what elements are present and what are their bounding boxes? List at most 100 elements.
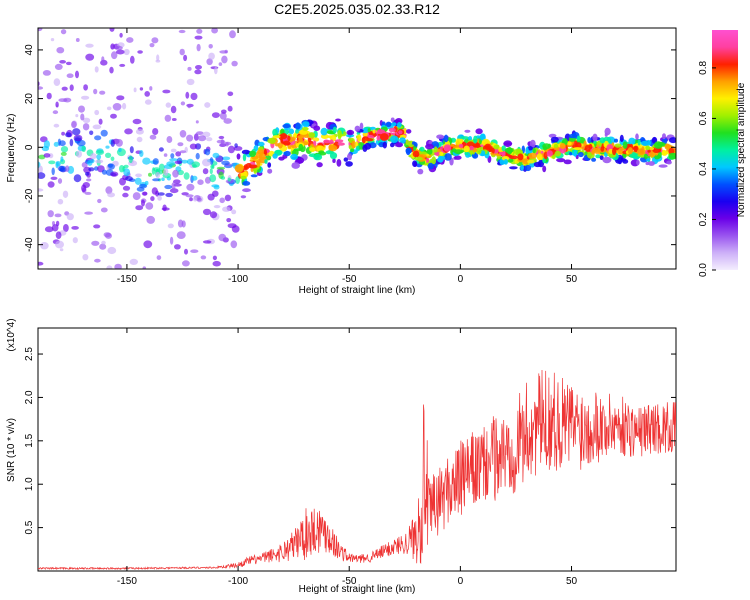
heatmap-blob [390,135,399,143]
heatmap-blob [627,147,633,155]
heatmap-blob [593,140,597,144]
heatmap-blob [664,143,671,150]
heatmap-blob [213,205,221,209]
heatmap-blob [327,135,333,139]
heatmap-blob [214,66,218,75]
heatmap-blob [194,69,202,75]
heatmap-blob [569,152,573,156]
heatmap-blob [209,168,213,175]
heatmap-blob [578,151,584,158]
heatmap-blob [75,38,80,42]
heatmap-blob [186,134,194,142]
heatmap-blob [208,44,213,49]
heatmap-blob [395,142,404,148]
spectrogram-x-tick-label: -100 [228,274,248,285]
heatmap-blob [475,142,481,149]
heatmap-blob [122,192,129,198]
colorbar-tick-label: 0.6 [698,111,709,125]
heatmap-blob [170,153,175,159]
heatmap-blob [412,141,416,145]
heatmap-blob [40,242,49,250]
heatmap-blob [101,169,107,175]
heatmap-blob [54,63,63,70]
heatmap-blob [443,134,449,143]
heatmap-blob [202,240,212,244]
heatmap-blob [385,121,392,128]
heatmap-blob [405,139,409,146]
heatmap-blob [517,153,524,161]
heatmap-blob [56,47,65,54]
heatmap-blob [458,138,464,143]
heatmap-blob [242,153,247,162]
heatmap-blob [151,37,159,44]
snr-y-tick-label: 2.5 [24,347,35,361]
heatmap-blob [42,70,52,76]
heatmap-blob [287,135,291,142]
heatmap-blob [85,172,90,176]
heatmap-blob [391,122,397,126]
heatmap-blob [221,160,230,166]
heatmap-blob [155,171,161,179]
spectrogram-y-tick-label: 0 [24,144,35,150]
heatmap-blob [222,206,231,212]
heatmap-blob [475,128,483,135]
heatmap-blob [414,156,423,161]
heatmap-blob [258,141,265,147]
heatmap-blob [396,122,402,128]
heatmap-blob [98,118,103,125]
heatmap-blob [230,240,238,249]
heatmap-blob [528,152,537,159]
heatmap-blob [550,136,559,143]
heatmap-blob [249,150,256,157]
heatmap-blob [584,144,591,152]
heatmap-blob [97,198,102,204]
heatmap-blob [399,137,406,144]
heatmap-blob [57,178,63,184]
heatmap-blob [591,157,597,162]
heatmap-blob [112,103,122,111]
heatmap-blob [47,181,55,188]
heatmap-blob [212,190,219,197]
heatmap-blob [44,226,54,233]
heatmap-blob [282,123,291,129]
heatmap-blob [162,89,171,94]
heatmap-blob [152,178,161,182]
heatmap-blob [110,156,115,162]
heatmap-blob [227,145,235,154]
heatmap-blob [662,133,666,140]
heatmap-blob [141,199,145,207]
heatmap-blob [418,151,428,156]
heatmap-blob [195,120,199,124]
heatmap-blob [52,110,59,115]
colorbar-ticks: 0.0 0.2 0.4 0.6 0.8 [698,61,716,277]
heatmap-blob [101,240,106,245]
heatmap-blob [149,43,155,48]
heatmap-blob [599,137,606,144]
heatmap-blob [167,223,174,229]
heatmap-blob [202,158,211,167]
heatmap-blob [413,146,416,151]
heatmap-blob [250,174,258,178]
heatmap-blob [362,136,366,144]
heatmap-blob [290,153,298,160]
heatmap-blob [427,162,434,170]
spectrogram-panel: -150 -100 -50 0 50 -40 -20 0 20 40 Height of str… [6,27,677,296]
heatmap-blob [114,263,122,269]
heatmap-blob [417,168,424,175]
heatmap-blob [66,73,74,78]
heatmap-blob [156,54,160,61]
heatmap-blob [164,184,173,190]
heatmap-blob [96,154,102,160]
heatmap-blob [444,153,452,161]
heatmap-blob [658,164,668,168]
heatmap-blob [224,194,232,202]
heatmap-blob [128,155,133,164]
heatmap-blob [543,151,548,160]
heatmap-blob [208,52,215,60]
heatmap-blob [612,147,617,156]
heatmap-blob [66,213,74,221]
heatmap-blob [614,143,622,148]
heatmap-blob [71,121,77,129]
spectrogram-y-tick-label: 20 [24,93,35,105]
heatmap-blob [196,131,204,136]
